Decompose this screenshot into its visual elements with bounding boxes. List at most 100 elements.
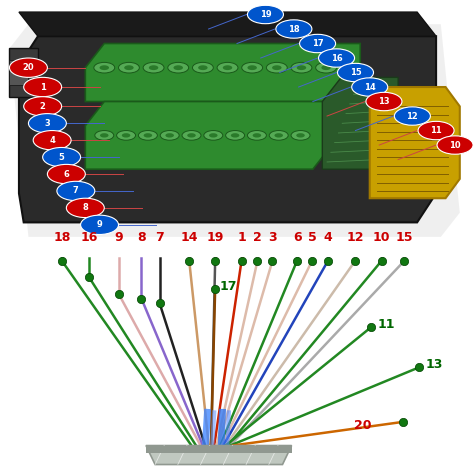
Circle shape (231, 133, 239, 137)
Circle shape (192, 63, 213, 73)
Text: 17: 17 (220, 280, 237, 293)
Circle shape (291, 63, 312, 73)
Text: 20: 20 (355, 419, 372, 432)
Text: 16: 16 (81, 231, 98, 244)
Circle shape (144, 133, 152, 137)
Circle shape (321, 65, 331, 70)
Text: 15: 15 (396, 231, 413, 244)
Text: 1: 1 (40, 82, 46, 91)
Circle shape (94, 63, 115, 73)
Text: 2: 2 (253, 231, 262, 244)
Text: 12: 12 (407, 111, 418, 120)
Polygon shape (9, 61, 28, 85)
Polygon shape (85, 44, 360, 101)
Text: 2: 2 (40, 102, 46, 111)
Circle shape (247, 5, 283, 24)
Circle shape (319, 49, 355, 67)
Circle shape (352, 78, 388, 96)
Circle shape (81, 215, 118, 235)
Circle shape (223, 65, 232, 70)
Text: 6: 6 (293, 231, 301, 244)
Circle shape (100, 133, 109, 137)
Text: 7: 7 (155, 231, 164, 244)
Circle shape (165, 133, 174, 137)
Circle shape (300, 34, 336, 53)
Circle shape (143, 63, 164, 73)
Text: 13: 13 (378, 97, 390, 106)
Circle shape (274, 133, 283, 137)
Text: 19: 19 (207, 231, 224, 244)
Polygon shape (146, 446, 292, 465)
Polygon shape (322, 77, 398, 169)
Circle shape (57, 182, 95, 201)
Circle shape (226, 130, 245, 140)
Circle shape (117, 130, 136, 140)
Text: 3: 3 (268, 231, 277, 244)
Circle shape (28, 114, 66, 133)
Text: 4: 4 (324, 231, 332, 244)
Text: 18: 18 (53, 231, 71, 244)
Text: 4: 4 (49, 136, 55, 145)
Circle shape (247, 65, 257, 70)
Text: 20: 20 (23, 63, 34, 72)
Text: 10: 10 (373, 231, 391, 244)
Text: 15: 15 (350, 68, 361, 77)
Text: 6: 6 (64, 170, 69, 179)
Circle shape (124, 65, 134, 70)
Circle shape (24, 77, 62, 97)
Circle shape (247, 130, 266, 140)
Text: 8: 8 (82, 203, 88, 212)
Circle shape (118, 63, 139, 73)
Circle shape (24, 97, 62, 116)
Circle shape (272, 65, 282, 70)
Circle shape (242, 63, 263, 73)
Polygon shape (19, 12, 436, 36)
Circle shape (187, 133, 196, 137)
Circle shape (209, 133, 218, 137)
Text: 18: 18 (288, 25, 300, 34)
Text: 11: 11 (378, 318, 396, 331)
Circle shape (394, 107, 430, 125)
Circle shape (204, 130, 223, 140)
Text: 14: 14 (364, 82, 375, 91)
Circle shape (337, 64, 374, 82)
Circle shape (276, 20, 312, 38)
Circle shape (296, 133, 305, 137)
Circle shape (316, 63, 337, 73)
Text: 3: 3 (45, 119, 50, 128)
Circle shape (138, 130, 157, 140)
Text: 19: 19 (260, 10, 271, 19)
Circle shape (149, 65, 158, 70)
Circle shape (160, 130, 179, 140)
Circle shape (173, 65, 183, 70)
Circle shape (266, 63, 287, 73)
Circle shape (100, 65, 109, 70)
Text: 8: 8 (137, 231, 146, 244)
Circle shape (66, 198, 104, 218)
Circle shape (418, 121, 454, 140)
Circle shape (291, 130, 310, 140)
Text: 11: 11 (430, 126, 442, 135)
Circle shape (43, 147, 81, 167)
Circle shape (33, 130, 71, 150)
Polygon shape (370, 87, 460, 198)
Text: 12: 12 (346, 231, 364, 244)
Circle shape (198, 65, 208, 70)
Circle shape (217, 63, 238, 73)
Text: 5: 5 (59, 153, 64, 162)
Polygon shape (146, 446, 292, 453)
Circle shape (168, 63, 189, 73)
Circle shape (437, 136, 473, 154)
Text: 9: 9 (114, 231, 123, 244)
Text: 13: 13 (426, 358, 443, 372)
Polygon shape (9, 24, 460, 237)
Text: 1: 1 (237, 231, 246, 244)
Circle shape (9, 58, 47, 77)
Text: 5: 5 (308, 231, 317, 244)
Text: 7: 7 (73, 186, 79, 195)
Circle shape (122, 133, 130, 137)
Circle shape (95, 130, 114, 140)
Circle shape (182, 130, 201, 140)
Text: 14: 14 (181, 231, 198, 244)
Text: 16: 16 (331, 54, 342, 63)
